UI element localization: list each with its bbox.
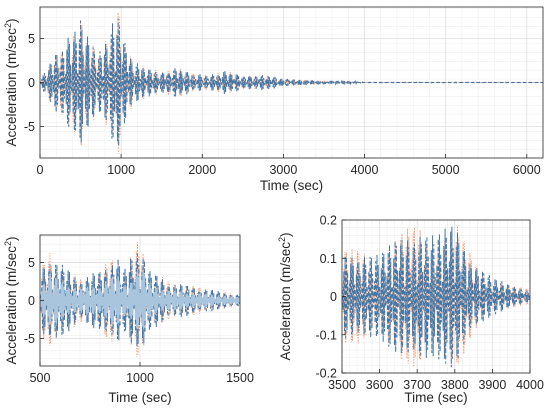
x-tick-label: 6000 [513, 163, 541, 177]
x-tick-label: 3800 [441, 378, 469, 392]
x-tick-label: 1500 [226, 371, 254, 385]
y-axis-label: Acceleration (m/sec2) [3, 236, 19, 364]
x-tick-label: 4000 [351, 163, 379, 177]
y-tick-label: -0.1 [315, 328, 337, 342]
x-tick-label: 3600 [366, 378, 394, 392]
x-axis-label: Time (sec) [260, 178, 323, 193]
y-axis-label-tail: ) [278, 232, 293, 237]
x-tick-label: 3000 [269, 163, 297, 177]
y-tick-label: 5 [28, 32, 35, 46]
y-axis-label-superscript: 2 [3, 241, 13, 246]
x-tick-label: 2000 [188, 163, 216, 177]
signal-traces [342, 226, 530, 368]
y-tick-label: 0 [28, 76, 35, 90]
x-tick-label: 5000 [432, 163, 460, 177]
y-tick-label: -5 [24, 332, 35, 346]
trace-dotted [40, 242, 240, 357]
x-tick-label: 1000 [107, 163, 135, 177]
y-tick-label: 0 [330, 290, 337, 304]
y-axis-label-tail: ) [4, 18, 19, 23]
y-axis-label-main: Acceleration (m/sec [278, 242, 293, 361]
x-tick-label: 4000 [516, 378, 544, 392]
y-axis-label-main: Acceleration (m/sec [4, 28, 19, 147]
x-tick-label: 0 [37, 163, 44, 177]
plot-panel-zoom-500-1500: 500 1000 1500 -5 0 5 Time (sec) Acceleration (m… [3, 234, 254, 405]
plot-panel-zoom-3500-4000: 3500 3600 3700 3800 3900 4000 -0.2 -0.1 0 0.1 0.2 T… [277, 214, 544, 406]
y-tick-label: 0 [28, 294, 35, 308]
y-tick-label: 5 [28, 256, 35, 270]
y-axis-label-main: Acceleration (m/sec [4, 246, 19, 365]
x-tick-label: 500 [30, 371, 51, 385]
x-tick-label: 1000 [126, 371, 154, 385]
signal-traces [40, 242, 240, 357]
trace-light [40, 270, 240, 329]
y-axis-label: Acceleration (m/sec2) [277, 232, 293, 360]
y-axis-label-superscript: 2 [277, 237, 287, 242]
y-tick-label: 0.2 [320, 214, 337, 228]
y-tick-label: -0.2 [315, 367, 337, 381]
plot-panel-full-record: 0 1000 2000 3000 4000 5000 6000 -5 0 5 Time (sec) A… [3, 6, 544, 193]
x-axis-label: Time (sec) [108, 390, 171, 405]
y-axis-label-superscript: 2 [3, 23, 13, 28]
x-axis-label: Time (sec) [404, 390, 467, 405]
trace-dashed [40, 18, 543, 146]
y-axis-label: Acceleration (m/sec2) [3, 18, 19, 146]
trace-dashed [342, 226, 530, 368]
x-tick-label: 3900 [478, 378, 506, 392]
signal-traces [40, 12, 543, 154]
y-tick-label: 0.1 [320, 252, 337, 266]
y-tick-label: -5 [24, 120, 35, 134]
y-axis-label-tail: ) [4, 236, 19, 241]
x-tick-label: 3500 [328, 378, 356, 392]
x-tick-label: 3700 [403, 378, 431, 392]
